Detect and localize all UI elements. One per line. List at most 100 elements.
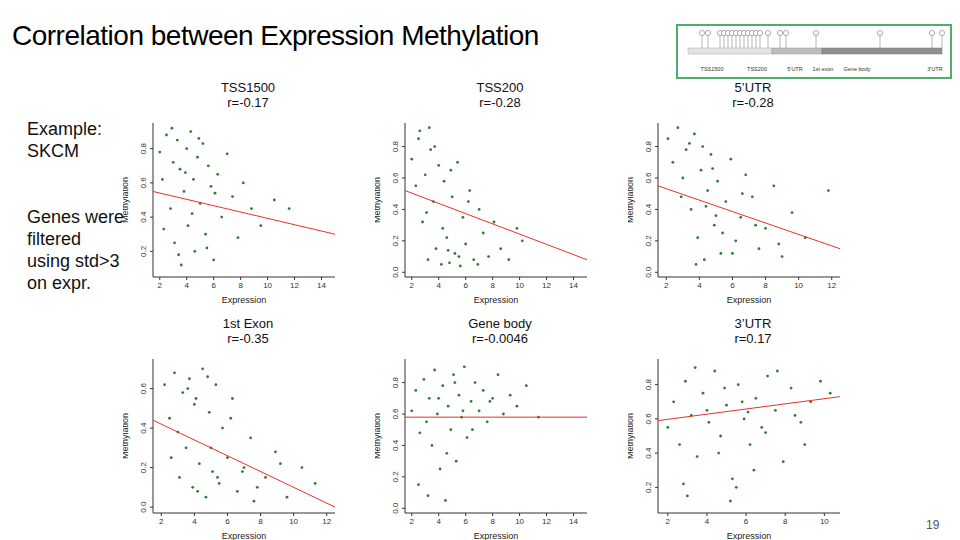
html-text:1st Exon: 1st Exon — [222, 316, 274, 331]
svg-text:0.6: 0.6 — [139, 177, 148, 189]
svg-text:10: 10 — [515, 281, 524, 290]
html-text:r=-0.0046: r=-0.0046 — [472, 331, 528, 346]
svg-text:6: 6 — [730, 281, 735, 290]
html-text:TSS1500: TSS1500 — [220, 80, 276, 95]
html-text:using std>3: using std>3 — [27, 251, 120, 271]
svg-text:0.4: 0.4 — [391, 439, 400, 451]
svg-text:Methylation: Methylation — [123, 177, 130, 223]
svg-text:8: 8 — [238, 281, 243, 290]
svg-text:6: 6 — [463, 517, 468, 526]
svg-text:6: 6 — [463, 281, 468, 290]
svg-text:Methylation: Methylation — [628, 413, 635, 459]
svg-text:12: 12 — [827, 281, 836, 290]
svg-text:6: 6 — [211, 281, 216, 290]
svg-text:Expression: Expression — [474, 531, 519, 540]
svg-text:0.2: 0.2 — [139, 461, 148, 473]
svg-text:8: 8 — [490, 281, 495, 290]
svg-text:Expression: Expression — [727, 531, 772, 540]
svg-text:0.8: 0.8 — [644, 140, 653, 152]
svg-text:10: 10 — [820, 517, 829, 526]
svg-text:3'UTR: 3'UTR — [927, 66, 942, 72]
svg-text:12: 12 — [542, 281, 551, 290]
svg-text:Gene body: Gene body — [844, 66, 871, 72]
svg-text:0.6: 0.6 — [644, 172, 653, 184]
svg-text:0.6: 0.6 — [139, 383, 148, 395]
html-text:TSS200: TSS200 — [476, 80, 524, 95]
svg-text:2: 2 — [159, 517, 164, 526]
html-text:r=-0.17: r=-0.17 — [227, 95, 269, 110]
svg-text:12: 12 — [542, 517, 551, 526]
svg-text:Methylation: Methylation — [375, 177, 382, 223]
html-text:5’UTR: 5’UTR — [734, 80, 772, 95]
html-text:Example:: Example: — [27, 119, 102, 139]
svg-text:10: 10 — [515, 517, 524, 526]
html-text:SKCM: SKCM — [27, 141, 79, 161]
svg-text:0.2: 0.2 — [391, 235, 400, 247]
svg-text:0.8: 0.8 — [391, 376, 400, 388]
svg-text:0.8: 0.8 — [391, 140, 400, 152]
svg-text:0.2: 0.2 — [139, 245, 148, 257]
svg-text:12: 12 — [322, 517, 331, 526]
svg-text:8: 8 — [783, 517, 788, 526]
html-text:filtered: filtered — [27, 229, 81, 249]
svg-text:Expression: Expression — [727, 295, 772, 305]
svg-text:6: 6 — [744, 517, 749, 526]
svg-text:10: 10 — [289, 517, 298, 526]
svg-text:0.4: 0.4 — [644, 447, 653, 459]
svg-text:0.2: 0.2 — [644, 235, 653, 247]
svg-text:14: 14 — [317, 281, 326, 290]
svg-text:2: 2 — [666, 517, 671, 526]
svg-text:10: 10 — [794, 281, 803, 290]
svg-text:0.0: 0.0 — [644, 266, 653, 278]
svg-text:Expression: Expression — [474, 295, 519, 305]
svg-text:0.0: 0.0 — [139, 501, 148, 513]
svg-text:12: 12 — [290, 281, 299, 290]
svg-text:4: 4 — [436, 517, 441, 526]
svg-text:0.8: 0.8 — [139, 143, 148, 155]
svg-text:14: 14 — [569, 281, 578, 290]
svg-text:0.6: 0.6 — [644, 413, 653, 425]
svg-text:TSS1500: TSS1500 — [701, 66, 724, 72]
svg-text:0.6: 0.6 — [391, 172, 400, 184]
svg-text:Methylation: Methylation — [375, 413, 382, 459]
svg-text:6: 6 — [225, 517, 230, 526]
svg-text:1st exon: 1st exon — [813, 66, 834, 72]
svg-text:TSS200: TSS200 — [747, 66, 767, 72]
html-text:r=-0.28: r=-0.28 — [479, 95, 521, 110]
svg-text:Expression: Expression — [222, 531, 267, 540]
html-text:Correlation between Expression: Correlation between Expression Methylati… — [12, 20, 539, 51]
html-text:on expr.: on expr. — [27, 273, 91, 293]
svg-text:2: 2 — [410, 517, 415, 526]
svg-text:2: 2 — [158, 281, 163, 290]
svg-text:4: 4 — [192, 517, 197, 526]
svg-text:0.2: 0.2 — [644, 481, 653, 493]
svg-text:2: 2 — [664, 281, 669, 290]
svg-text:8: 8 — [258, 517, 263, 526]
svg-text:4: 4 — [436, 281, 441, 290]
svg-text:14: 14 — [569, 517, 578, 526]
svg-text:4: 4 — [184, 281, 189, 290]
svg-text:0.2: 0.2 — [391, 471, 400, 483]
svg-text:8: 8 — [763, 281, 768, 290]
html-text:r=-0.35: r=-0.35 — [227, 331, 269, 346]
svg-text:0.4: 0.4 — [644, 203, 653, 215]
svg-text:4: 4 — [697, 281, 702, 290]
svg-text:Expression: Expression — [222, 295, 267, 305]
html-text:Gene body: Gene body — [468, 316, 532, 331]
svg-text:5'UTR: 5'UTR — [787, 66, 802, 72]
svg-text:0.4: 0.4 — [139, 422, 148, 434]
svg-text:10: 10 — [263, 281, 272, 290]
svg-text:0.4: 0.4 — [391, 203, 400, 215]
svg-text:0.0: 0.0 — [391, 266, 400, 278]
svg-text:0.6: 0.6 — [391, 408, 400, 420]
svg-text:4: 4 — [705, 517, 710, 526]
svg-text:Methylation: Methylation — [123, 413, 130, 459]
svg-text:0.0: 0.0 — [391, 502, 400, 514]
svg-text:8: 8 — [490, 517, 495, 526]
svg-text:0.4: 0.4 — [139, 211, 148, 223]
html-text:Genes were: Genes were — [27, 207, 125, 227]
svg-text:2: 2 — [410, 281, 415, 290]
html-text:r=-0.28: r=-0.28 — [732, 95, 774, 110]
svg-text:0.8: 0.8 — [644, 379, 653, 391]
svg-text:Methylation: Methylation — [628, 177, 635, 223]
